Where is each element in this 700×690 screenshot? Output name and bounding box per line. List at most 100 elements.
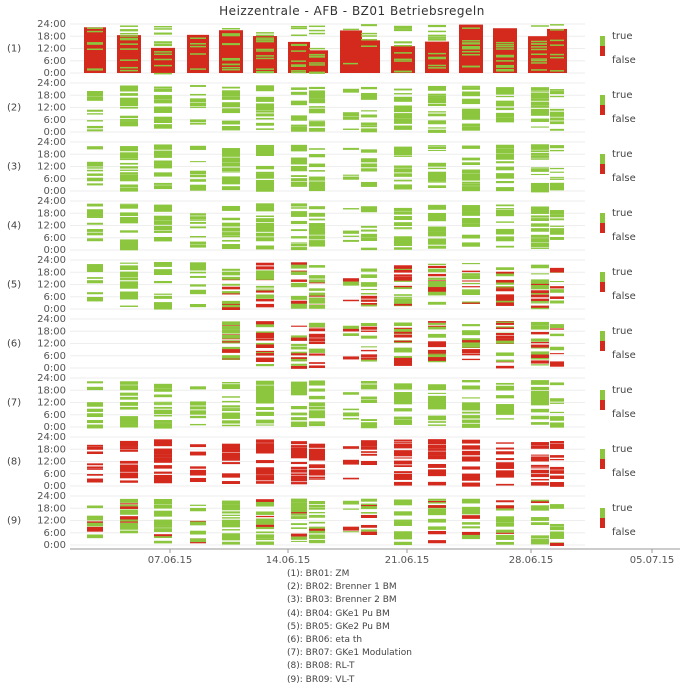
data-cell bbox=[222, 384, 240, 387]
data-cell bbox=[550, 70, 564, 72]
data-cell bbox=[496, 321, 514, 323]
data-cell bbox=[256, 332, 274, 337]
data-cell bbox=[256, 321, 274, 323]
data-cell bbox=[394, 209, 412, 211]
data-cell bbox=[256, 324, 274, 328]
data-cell bbox=[496, 338, 514, 341]
data-cell bbox=[291, 469, 307, 473]
data-cell bbox=[309, 324, 325, 328]
data-cell bbox=[190, 471, 206, 476]
data-cell bbox=[496, 70, 514, 72]
data-cell bbox=[531, 25, 549, 27]
data-cell bbox=[256, 117, 274, 120]
data-cell bbox=[462, 358, 480, 361]
data-cell bbox=[120, 66, 138, 69]
data-cell bbox=[222, 276, 240, 280]
data-cell bbox=[222, 284, 240, 286]
data-cell bbox=[531, 541, 549, 545]
data-cell bbox=[428, 399, 446, 403]
data-cell bbox=[256, 294, 274, 297]
data-cell bbox=[496, 245, 514, 248]
data-cell bbox=[361, 335, 377, 339]
data-cell bbox=[256, 382, 274, 385]
data-cell bbox=[531, 53, 549, 56]
legend-true-label: true bbox=[612, 385, 633, 396]
data-cell bbox=[120, 93, 138, 96]
data-cell bbox=[291, 264, 307, 269]
data-cell bbox=[190, 235, 206, 238]
data-cell bbox=[462, 419, 480, 423]
data-cell bbox=[343, 460, 359, 465]
data-cell bbox=[428, 93, 446, 96]
data-cell bbox=[496, 294, 514, 296]
data-cell bbox=[428, 273, 446, 277]
y-tick-label: 6:00 bbox=[44, 469, 66, 480]
legend-false-swatch bbox=[600, 282, 605, 292]
data-cell bbox=[361, 498, 377, 502]
data-cell bbox=[309, 53, 325, 56]
data-cell bbox=[256, 392, 274, 395]
data-cell bbox=[550, 113, 564, 116]
data-cell bbox=[361, 283, 377, 287]
data-cell bbox=[531, 408, 549, 413]
data-cell bbox=[309, 443, 325, 447]
data-cell bbox=[394, 60, 412, 62]
data-cell bbox=[428, 511, 446, 515]
data-cell bbox=[462, 424, 480, 428]
data-cell bbox=[120, 441, 138, 445]
data-cell bbox=[496, 298, 514, 303]
data-cell bbox=[496, 475, 514, 478]
data-cell bbox=[120, 444, 138, 447]
data-cell bbox=[462, 446, 480, 450]
y-tick-label: 12:00 bbox=[37, 221, 66, 232]
data-cell bbox=[120, 242, 138, 247]
data-cell bbox=[550, 353, 564, 355]
data-cell bbox=[394, 29, 412, 32]
data-cell bbox=[309, 380, 325, 383]
data-cell bbox=[394, 322, 412, 327]
data-cell bbox=[309, 304, 325, 309]
data-cell bbox=[462, 40, 480, 42]
data-cell bbox=[361, 453, 377, 456]
data-cell bbox=[154, 443, 172, 447]
data-cell bbox=[190, 93, 206, 96]
data-cell bbox=[256, 445, 274, 450]
data-cell bbox=[309, 170, 325, 172]
data-cell bbox=[256, 338, 274, 341]
data-cell bbox=[154, 383, 172, 387]
data-cell bbox=[190, 303, 206, 306]
data-cell bbox=[343, 112, 359, 117]
data-cell bbox=[462, 211, 480, 215]
data-cell bbox=[154, 530, 172, 532]
data-cell bbox=[462, 338, 480, 340]
data-cell bbox=[120, 385, 138, 389]
data-cell bbox=[309, 218, 325, 221]
data-cell bbox=[343, 526, 359, 531]
data-cell bbox=[496, 100, 514, 103]
data-cell bbox=[394, 173, 412, 176]
data-cell bbox=[550, 56, 564, 59]
data-cell bbox=[222, 412, 240, 416]
data-cell bbox=[531, 360, 549, 364]
data-cell bbox=[309, 154, 325, 158]
data-cell bbox=[154, 402, 172, 404]
data-cell bbox=[256, 266, 274, 270]
data-cell bbox=[190, 284, 206, 287]
data-cell bbox=[222, 536, 240, 541]
data-cell bbox=[550, 182, 564, 187]
data-cell bbox=[394, 294, 412, 296]
data-cell bbox=[309, 466, 325, 469]
data-cell bbox=[394, 460, 412, 465]
data-cell bbox=[190, 415, 206, 419]
data-cell bbox=[154, 99, 172, 104]
data-cell bbox=[87, 522, 103, 527]
data-cell bbox=[428, 500, 446, 503]
data-cell bbox=[394, 362, 412, 366]
data-cell bbox=[256, 113, 274, 117]
data-cell bbox=[309, 338, 325, 342]
data-cell bbox=[154, 185, 172, 190]
data-cell bbox=[496, 117, 514, 120]
data-cell bbox=[87, 270, 103, 273]
